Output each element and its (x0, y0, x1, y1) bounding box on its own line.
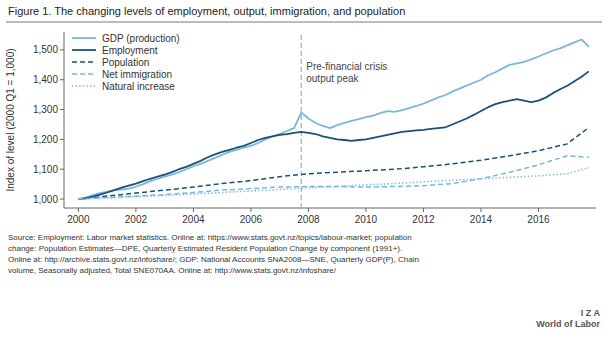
y-axis (64, 32, 65, 208)
x-tick-label: 2002 (125, 214, 148, 225)
text-line: change: Population Estimates—DPE, Quarte… (8, 244, 402, 253)
y-tick-label: 1,500 (33, 44, 58, 55)
y-tick (60, 139, 64, 140)
legend-swatch (72, 37, 96, 39)
chart: Figure 1. The changing levels of employm… (0, 0, 608, 340)
y-tick-label: 1,400 (33, 74, 58, 85)
y-tick (60, 169, 64, 170)
y-tick (60, 199, 64, 200)
x-tick (135, 208, 136, 212)
title: Figure 1. The changing levels of employm… (8, 5, 405, 17)
x-tick-label: 2004 (182, 214, 205, 225)
legend-label: Net immigration (102, 69, 172, 80)
text-line: volume, Seasonally adjusted, Total SNE07… (8, 266, 337, 275)
y-axis-label: Index of level (2000 Q1 = 1,000) (5, 48, 16, 191)
legend-swatch (72, 61, 96, 63)
x-tick-label: 2016 (527, 214, 550, 225)
legend-label: Employment (102, 45, 158, 56)
x-tick-label: 2012 (412, 214, 435, 225)
y-tick (60, 109, 64, 110)
annotation: Pre-financial crisisoutput peak (306, 61, 387, 84)
x-tick (365, 208, 366, 212)
legend-label: Population (102, 57, 149, 68)
y-tick-label: 1,200 (33, 134, 58, 145)
series-line (78, 39, 588, 199)
title-rule (6, 22, 602, 23)
x-tick (538, 208, 539, 212)
legend-swatch (72, 85, 96, 87)
text-line: World of Labor (536, 319, 600, 329)
y-tick-label: 1,300 (33, 104, 58, 115)
x-tick (423, 208, 424, 212)
plot-area (78, 32, 588, 208)
text-line: Source: Employment: Labor market statist… (8, 233, 412, 242)
text-line: output peak (306, 73, 359, 84)
series-line (78, 127, 588, 199)
x-tick-label: 2014 (470, 214, 493, 225)
series-line (78, 168, 588, 199)
x-tick (480, 208, 481, 212)
x-tick (308, 208, 309, 212)
legend-label: GDP (production) (102, 33, 180, 44)
legend-swatch (72, 73, 96, 75)
text-line: I Z A (581, 308, 601, 318)
legend: GDP (production)EmploymentPopulationNet … (72, 33, 180, 92)
x-tick (250, 208, 251, 212)
text-line: Pre-financial crisis (306, 61, 387, 72)
legend-swatch (72, 49, 96, 51)
legend-label: Natural increase (102, 81, 175, 92)
x-tick-label: 2000 (67, 214, 90, 225)
x-tick (193, 208, 194, 212)
reference-line (301, 32, 302, 208)
y-tick-label: 1,100 (33, 164, 58, 175)
y-tick-label: 1,000 (33, 194, 58, 205)
x-tick-label: 2006 (240, 214, 263, 225)
x-tick (78, 208, 79, 212)
x-axis (64, 208, 596, 209)
series-line (78, 156, 588, 199)
x-tick-label: 2010 (355, 214, 378, 225)
footer: I Z AWorld of Labor (536, 308, 600, 329)
y-tick (60, 79, 64, 80)
series-line (78, 71, 588, 199)
text-line: Online at: http://archive.stats.govt.nz/… (8, 255, 419, 264)
y-tick (60, 49, 64, 50)
x-tick-label: 2008 (297, 214, 320, 225)
source-note: Source: Employment: Labor market statist… (8, 233, 419, 275)
